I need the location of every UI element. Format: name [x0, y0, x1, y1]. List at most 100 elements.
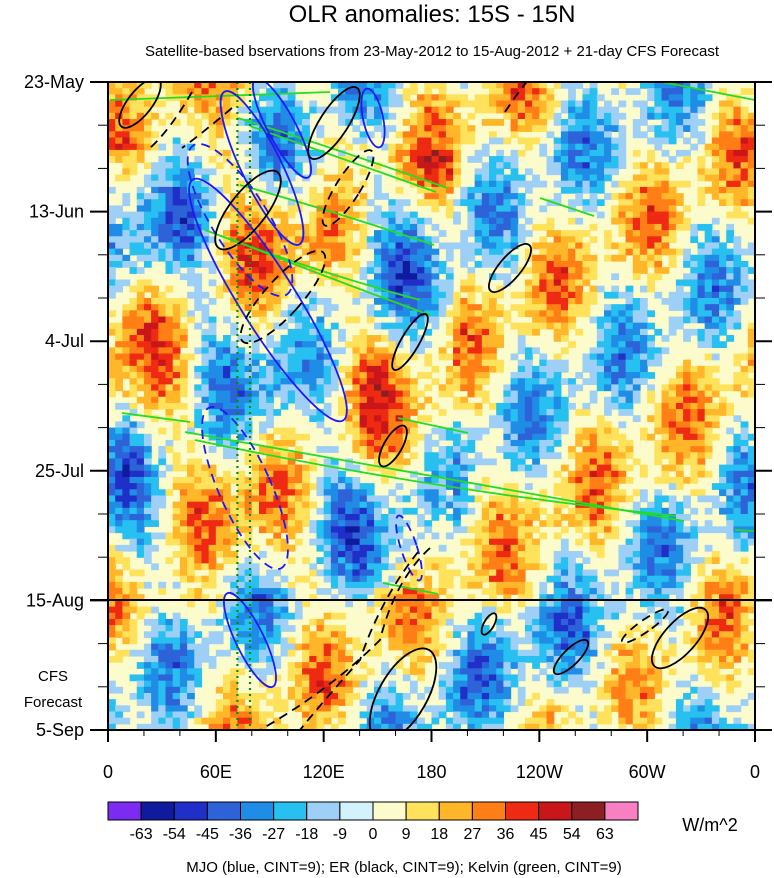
- heatmap-cell: [632, 211, 641, 219]
- heatmap-cell: [172, 514, 181, 521]
- heatmap-cell: [618, 458, 627, 466]
- heatmap-cell: [568, 273, 576, 281]
- heatmap-cell: [258, 495, 267, 503]
- heatmap-cell: [366, 501, 375, 509]
- heatmap-cell: [366, 285, 375, 293]
- heatmap-cell: [136, 236, 145, 244]
- heatmap-cell: [661, 131, 670, 139]
- heatmap-cell: [187, 514, 195, 521]
- heatmap-cell: [719, 396, 727, 404]
- heatmap-cell: [373, 180, 382, 188]
- heatmap-cell: [237, 242, 246, 250]
- heatmap-cell: [431, 470, 440, 478]
- heatmap-cell: [352, 347, 361, 355]
- heatmap-cell: [460, 236, 469, 244]
- heatmap-cell: [273, 483, 282, 490]
- heatmap-cell: [460, 427, 469, 435]
- heatmap-cell: [165, 365, 174, 373]
- heatmap-cell: [151, 174, 159, 182]
- heatmap-cell: [280, 372, 289, 379]
- heatmap-cell: [395, 409, 404, 416]
- heatmap-cell: [108, 94, 116, 102]
- heatmap-cell: [108, 514, 116, 521]
- heatmap-cell: [115, 464, 123, 472]
- heatmap-cell: [402, 322, 411, 330]
- heatmap-cell: [747, 217, 755, 225]
- heatmap-cell: [697, 285, 706, 293]
- heatmap-cell: [402, 168, 411, 176]
- heatmap-cell: [532, 260, 540, 268]
- heatmap-cell: [345, 106, 354, 114]
- heatmap-cell: [352, 557, 361, 564]
- heatmap-cell: [726, 162, 735, 169]
- heatmap-cell: [395, 273, 404, 281]
- heatmap-cell: [510, 532, 519, 540]
- heatmap-cell: [438, 149, 447, 157]
- heatmap-cell: [604, 335, 612, 342]
- heatmap-cell: [266, 304, 274, 311]
- heatmap-cell: [108, 223, 116, 231]
- heatmap-cell: [294, 359, 303, 367]
- heatmap-cell: [280, 489, 289, 497]
- heatmap-cell: [719, 143, 727, 151]
- heatmap-cell: [302, 119, 310, 126]
- heatmap-cell: [381, 563, 389, 571]
- heatmap-cell: [266, 470, 274, 478]
- heatmap-cell: [524, 94, 533, 102]
- heatmap-cells: [108, 82, 755, 730]
- heatmap-cell: [668, 495, 677, 503]
- heatmap-cell: [596, 415, 605, 423]
- heatmap-cell: [129, 433, 138, 441]
- heatmap-cell: [654, 143, 663, 151]
- heatmap-cell: [258, 390, 267, 398]
- heatmap-cell: [625, 180, 634, 188]
- heatmap-cell: [668, 526, 677, 534]
- heatmap-cell: [366, 217, 375, 225]
- heatmap-cell: [438, 131, 447, 139]
- heatmap-cell: [726, 409, 735, 416]
- heatmap-cell: [675, 421, 684, 429]
- heatmap-cell: [108, 439, 116, 447]
- heatmap-cell: [467, 205, 476, 213]
- heatmap-cell: [560, 310, 569, 318]
- heatmap-cell: [158, 378, 167, 385]
- heatmap-cell: [165, 223, 174, 231]
- heatmap-cell: [230, 291, 238, 299]
- heatmap-cell: [273, 156, 282, 163]
- heatmap-cell: [647, 526, 655, 534]
- heatmap-cell: [647, 501, 655, 509]
- heatmap-cell: [489, 236, 497, 244]
- heatmap-cell: [445, 532, 454, 540]
- heatmap-cell: [553, 532, 562, 540]
- heatmap-cell: [560, 396, 569, 404]
- heatmap-cell: [683, 217, 691, 225]
- heatmap-cell: [524, 100, 533, 108]
- heatmap-cell: [639, 489, 648, 497]
- heatmap-cell: [194, 372, 203, 379]
- heatmap-cell: [668, 100, 677, 108]
- heatmap-cell: [690, 372, 699, 379]
- heatmap-cell: [215, 285, 224, 293]
- heatmap-cell: [539, 248, 548, 256]
- heatmap-cell: [395, 483, 404, 490]
- heatmap-cell: [230, 359, 238, 367]
- heatmap-cell: [165, 446, 174, 453]
- heatmap-cell: [108, 347, 116, 355]
- heatmap-cell: [726, 248, 735, 256]
- heatmap-cell: [611, 341, 620, 348]
- heatmap-cell: [373, 100, 382, 108]
- heatmap-cell: [654, 242, 663, 250]
- heatmap-cell: [143, 254, 152, 262]
- heatmap-cell: [647, 223, 655, 231]
- heatmap-cell: [690, 310, 699, 318]
- heatmap-cell: [618, 495, 627, 503]
- heatmap-cell: [661, 236, 670, 244]
- heatmap-cell: [223, 285, 231, 293]
- heatmap-cell: [524, 106, 533, 114]
- heatmap-cell: [409, 316, 418, 324]
- heatmap-cell: [719, 285, 727, 293]
- heatmap-cell: [108, 458, 116, 466]
- heatmap-cell: [258, 82, 267, 89]
- heatmap-cell: [596, 439, 605, 447]
- heatmap-cell: [345, 94, 354, 102]
